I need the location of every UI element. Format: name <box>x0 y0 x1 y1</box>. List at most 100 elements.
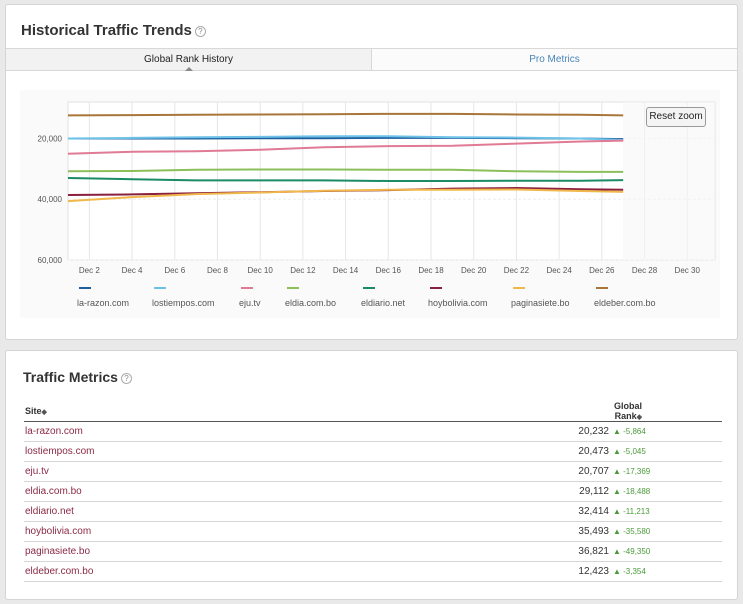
trends-title-text: Historical Traffic Trends <box>21 22 192 39</box>
table-row: eldeber.com.bo 12,423 ▲ -3,354 <box>24 561 722 582</box>
table-row: hoybolivia.com 35,493 ▲ -35,580 <box>24 521 722 542</box>
legend-label: eldiario.net <box>361 298 406 308</box>
rank-chart-svg[interactable]: Dec 2 Dec 4 Dec 6 Dec 8 Dec 10 Dec 12 Dec 14 De… <box>20 90 720 320</box>
legend-swatch <box>241 287 253 289</box>
legend-item-eju-tv[interactable]: eju.tv <box>239 287 261 308</box>
x-tick-label: Dec 18 <box>418 266 444 275</box>
x-tick-label: Dec 4 <box>122 266 143 275</box>
sort-icon[interactable]: ◆ <box>636 414 642 421</box>
x-tick-label: Dec 6 <box>164 266 185 275</box>
site-link[interactable]: hoybolivia.com <box>24 521 420 542</box>
tab-global-rank-history[interactable]: Global Rank History <box>6 49 372 71</box>
x-tick-label: Dec 10 <box>247 266 273 275</box>
global-rank-value: 35,493 <box>419 521 613 542</box>
rank-change: ▲ -17,369 <box>612 461 722 482</box>
rank-change: ▲ -5,045 <box>612 441 722 462</box>
rank-change: ▲ -18,488 <box>612 481 722 502</box>
legend-label: eju.tv <box>239 298 261 308</box>
site-link[interactable]: lostiempos.com <box>24 441 420 462</box>
table-row: eju.tv 20,707 ▲ -17,369 <box>24 461 722 482</box>
unselected-range <box>623 102 715 260</box>
global-rank-value: 36,821 <box>419 541 613 562</box>
table-row: la-razon.com 20,232 ▲ -5,864 <box>24 421 722 442</box>
series-line-eldia-com-bo <box>67 168 624 173</box>
legend-item-paginasiete-bo[interactable]: paginasiete.bo <box>511 287 570 308</box>
site-link[interactable]: eju.tv <box>24 461 420 482</box>
help-icon[interactable]: ? <box>120 372 132 384</box>
site-link[interactable]: eldiario.net <box>24 501 420 522</box>
series-line-eldeber-com-bo <box>67 112 624 117</box>
global-rank-value: 29,112 <box>419 481 613 502</box>
global-rank-value: 32,414 <box>419 501 613 522</box>
table-row: paginasiete.bo 36,821 ▲ -49,350 <box>24 541 722 562</box>
column-header-site[interactable]: Site◆ <box>24 401 420 422</box>
x-tick-label: Dec 22 <box>504 266 530 275</box>
legend-swatch <box>363 287 375 289</box>
legend-item-hoybolivia-com[interactable]: hoybolivia.com <box>428 287 488 308</box>
legend-swatch <box>430 287 442 289</box>
trends-title: Historical Traffic Trends? <box>21 22 206 39</box>
metrics-title: Traffic Metrics? <box>23 369 132 385</box>
x-tick-label: Dec 20 <box>461 266 487 275</box>
legend-item-la-razon-com[interactable]: la-razon.com <box>77 287 129 308</box>
site-link[interactable]: la-razon.com <box>24 421 420 442</box>
legend-swatch <box>287 287 299 289</box>
rank-change: ▲ -49,350 <box>612 541 722 562</box>
site-link[interactable]: eldia.com.bo <box>24 481 420 502</box>
series-line-paginasiete-bo <box>67 188 624 203</box>
series-line-eldiario-net <box>67 177 624 182</box>
x-tick-label: Dec 2 <box>79 266 100 275</box>
series-line-eju-tv <box>67 139 624 155</box>
x-tick-label: Dec 12 <box>290 266 316 275</box>
metrics-table: Site◆ Global Rank◆ la-razon.com 20,232 ▲ -… <box>24 401 722 582</box>
legend-item-eldiario-net[interactable]: eldiario.net <box>361 287 405 308</box>
x-tick-label: Dec 24 <box>546 266 572 275</box>
series-line-lostiempos-com <box>67 135 624 141</box>
legend-swatch <box>154 287 166 289</box>
table-header-row: Site◆ Global Rank◆ <box>24 401 722 422</box>
tab-pro-metrics[interactable]: Pro Metrics <box>372 49 737 70</box>
column-header-global-rank[interactable]: Global Rank◆ <box>612 401 722 422</box>
site-link[interactable]: eldeber.com.bo <box>24 561 420 582</box>
legend-item-lostiempos-com[interactable]: lostiempos.com <box>152 287 215 308</box>
legend-label: hoybolivia.com <box>428 298 488 308</box>
table-row: lostiempos.com 20,473 ▲ -5,045 <box>24 441 722 462</box>
table-row: eldia.com.bo 29,112 ▲ -18,488 <box>24 481 722 502</box>
x-tick-label: Dec 30 <box>675 266 701 275</box>
legend-label: la-razon.com <box>77 298 130 308</box>
rank-change: ▲ -5,864 <box>612 421 722 442</box>
legend-swatch <box>596 287 608 289</box>
legend-label: eldeber.com.bo <box>594 298 656 308</box>
column-header-rank-label: Global Rank <box>613 401 642 421</box>
rank-change: ▲ -35,580 <box>612 521 722 542</box>
rank-change: ▲ -3,354 <box>612 561 722 582</box>
traffic-metrics-panel: Traffic Metrics? Site◆ Global Rank◆ la-r… <box>5 350 738 600</box>
global-rank-value: 20,232 <box>419 421 613 442</box>
legend-item-eldeber-com-bo[interactable]: eldeber.com.bo <box>594 287 656 308</box>
rank-chart[interactable]: Dec 2 Dec 4 Dec 6 Dec 8 Dec 10 Dec 12 Dec 14 De… <box>20 90 720 318</box>
legend-swatch <box>79 287 91 289</box>
global-rank-value: 12,423 <box>419 561 613 582</box>
legend-swatch <box>513 287 525 289</box>
x-tick-label: Dec 26 <box>589 266 615 275</box>
legend-item-eldia-com-bo[interactable]: eldia.com.bo <box>285 287 336 308</box>
global-rank-value: 20,707 <box>419 461 613 482</box>
table-row: eldiario.net 32,414 ▲ -11,213 <box>24 501 722 522</box>
site-link[interactable]: paginasiete.bo <box>24 541 420 562</box>
rank-change: ▲ -11,213 <box>612 501 722 522</box>
metrics-title-text: Traffic Metrics <box>23 369 118 385</box>
y-tick-label: 60,000 <box>38 256 63 265</box>
sort-icon[interactable]: ◆ <box>41 409 47 416</box>
y-tick-label: 20,000 <box>38 134 63 143</box>
reset-zoom-button[interactable]: Reset zoom <box>646 107 706 127</box>
legend-label: eldia.com.bo <box>285 298 337 308</box>
legend-label: paginasiete.bo <box>511 298 570 308</box>
x-tick-label: Dec 28 <box>632 266 658 275</box>
global-rank-value: 20,473 <box>419 441 613 462</box>
help-icon[interactable]: ? <box>194 25 206 37</box>
chart-legend: la-razon.com lostiempos.com eju.tv eldia.co… <box>20 287 720 317</box>
x-tick-label: Dec 8 <box>207 266 228 275</box>
x-tick-label: Dec 14 <box>333 266 359 275</box>
legend-label: lostiempos.com <box>152 298 215 308</box>
trends-tabs: Global Rank History Pro Metrics <box>6 48 737 71</box>
